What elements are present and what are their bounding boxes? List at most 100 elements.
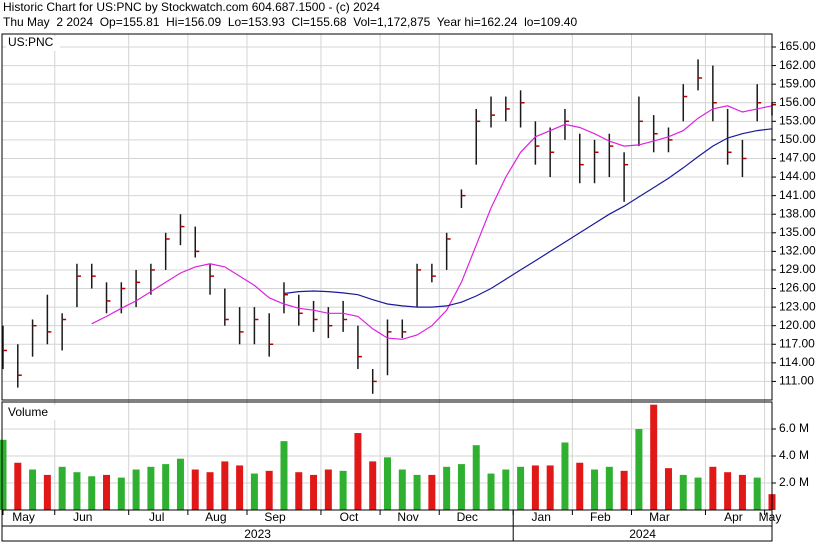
volume-bar bbox=[664, 468, 672, 510]
y-tick-label: 120.00 bbox=[779, 318, 816, 332]
y-tick-label: 138.00 bbox=[779, 206, 816, 220]
x-tick-label: Feb bbox=[590, 510, 611, 524]
y-tick-label: 156.00 bbox=[779, 95, 816, 109]
y-tick-label: 159.00 bbox=[779, 76, 816, 90]
volume-bar bbox=[191, 469, 199, 510]
volume-bar bbox=[738, 474, 746, 510]
volume-bar bbox=[679, 474, 687, 510]
volume-bar bbox=[280, 441, 288, 510]
volume-bar bbox=[576, 462, 584, 510]
volume-bar bbox=[176, 458, 184, 510]
volume-bar bbox=[531, 465, 539, 510]
x-tick-label: Nov bbox=[397, 510, 418, 524]
volume-bar bbox=[561, 442, 569, 510]
moving-average bbox=[283, 128, 773, 308]
volume-bar bbox=[694, 477, 702, 510]
volume-bar bbox=[162, 464, 170, 510]
x-tick-label: Mar bbox=[649, 510, 670, 524]
y-tick-label: 165.00 bbox=[779, 39, 816, 53]
volume-bar bbox=[132, 469, 140, 510]
y-tick-label: 141.00 bbox=[779, 188, 816, 202]
volume-bar bbox=[236, 465, 244, 510]
volume-bar bbox=[398, 469, 406, 510]
volume-bar bbox=[29, 469, 37, 510]
volume-bar bbox=[103, 474, 111, 510]
volume-bar bbox=[88, 476, 96, 510]
year-label: 2023 bbox=[244, 527, 271, 541]
volume-bar bbox=[147, 466, 155, 510]
volume-bar bbox=[546, 465, 554, 510]
y-tick-label: 162.00 bbox=[779, 58, 816, 72]
y-tick-label: 126.00 bbox=[779, 281, 816, 295]
y-tick-label: 2.0 M bbox=[779, 475, 809, 489]
volume-bar bbox=[250, 473, 258, 510]
x-tick-label: Oct bbox=[340, 510, 359, 524]
volume-bar bbox=[517, 466, 525, 510]
volume-bg bbox=[6, 405, 58, 420]
volume-bar bbox=[724, 472, 732, 510]
volume-bar bbox=[635, 429, 643, 510]
marks bbox=[0, 59, 776, 510]
volume-bar bbox=[339, 470, 347, 510]
volume-bar bbox=[117, 477, 125, 510]
volume-bar bbox=[295, 472, 303, 510]
grid bbox=[2, 34, 772, 510]
y-tick-label: 135.00 bbox=[779, 225, 816, 239]
volume-bar bbox=[369, 461, 377, 510]
volume-bar bbox=[43, 474, 51, 510]
y-tick-label: 111.00 bbox=[779, 374, 814, 388]
y-tick-label: 150.00 bbox=[779, 132, 816, 146]
volume-bar bbox=[221, 461, 229, 510]
volume-bar bbox=[206, 472, 214, 510]
x-tick-label: Jan bbox=[532, 510, 551, 524]
volume-bar bbox=[413, 474, 421, 510]
x-tick-label: May bbox=[759, 510, 782, 524]
moving-average bbox=[91, 105, 773, 340]
volume-bar bbox=[265, 470, 273, 510]
volume-label: Volume bbox=[8, 405, 48, 419]
header-line2: Thu May 2 2024 Op=155.81 Hi=156.09 Lo=15… bbox=[3, 15, 577, 29]
volume-bar bbox=[14, 462, 22, 510]
y-tick-label: 153.00 bbox=[779, 113, 816, 127]
volume-bar bbox=[310, 474, 318, 510]
volume-bar bbox=[605, 466, 613, 510]
volume-bar bbox=[457, 464, 465, 510]
volume-bar bbox=[709, 466, 717, 510]
volume-bar bbox=[73, 472, 81, 510]
volume-bar bbox=[472, 445, 480, 510]
y-tick-label: 132.00 bbox=[779, 244, 816, 258]
year-label: 2024 bbox=[629, 527, 656, 541]
x-tick-label: May bbox=[12, 510, 35, 524]
volume-bar bbox=[753, 477, 761, 510]
y-tick-label: 117.00 bbox=[779, 336, 815, 350]
volume-bar bbox=[591, 469, 599, 510]
y-tick-label: 123.00 bbox=[779, 299, 816, 313]
volume-bar bbox=[324, 469, 332, 510]
y-tick-label: 147.00 bbox=[779, 151, 816, 165]
x-tick-label: Dec bbox=[457, 510, 478, 524]
volume-bar bbox=[650, 404, 658, 510]
y-tick-label: 114.00 bbox=[779, 355, 815, 369]
price-frame bbox=[1, 33, 773, 401]
y-tick-label: 129.00 bbox=[779, 262, 816, 276]
volume-bar bbox=[384, 457, 391, 510]
volume-bar bbox=[502, 469, 510, 510]
symbol-label: US:PNC bbox=[8, 35, 54, 49]
volume-bar bbox=[354, 433, 362, 510]
symbol-bg bbox=[6, 36, 60, 51]
volume-bar bbox=[58, 466, 66, 510]
header-line1: Historic Chart for US:PNC by Stockwatch.… bbox=[3, 0, 380, 14]
x-tick-label: Jun bbox=[73, 510, 92, 524]
volume-bar bbox=[443, 466, 451, 510]
x-tick-label: Sep bbox=[264, 510, 286, 524]
volume-bar bbox=[620, 470, 628, 510]
volume-bar bbox=[487, 473, 495, 510]
x-tick-label: Apr bbox=[724, 510, 743, 524]
y-tick-label: 6.0 M bbox=[779, 421, 809, 435]
volume-bar bbox=[0, 439, 7, 510]
x-tick-label: Aug bbox=[205, 510, 226, 524]
y-tick-label: 144.00 bbox=[779, 169, 816, 183]
volume-bar bbox=[428, 474, 436, 510]
